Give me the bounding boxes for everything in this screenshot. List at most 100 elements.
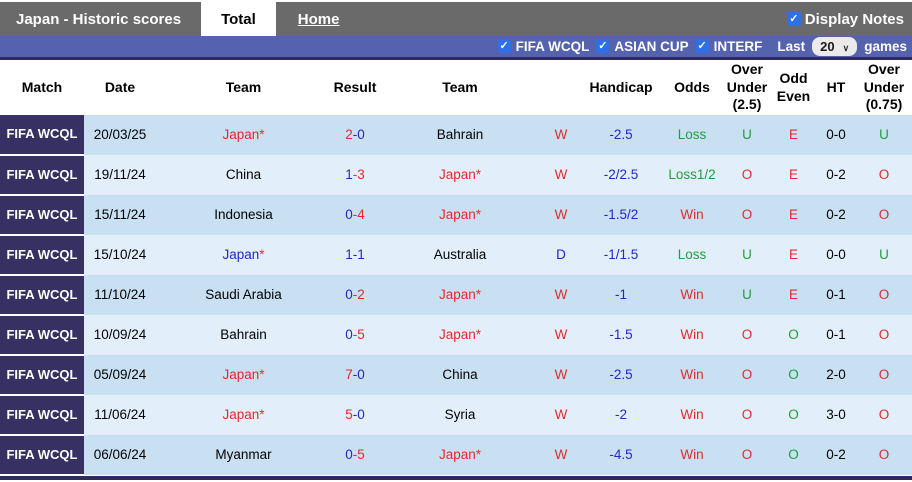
cell-handicap: -2.5	[581, 355, 661, 395]
cell-match: FIFA WCQL	[0, 435, 84, 476]
cell-oddeven: E	[771, 155, 816, 195]
cell-result: 0-2	[331, 275, 379, 315]
cell-text: O	[878, 327, 890, 343]
cell-ht: 0-0	[816, 115, 856, 155]
cell-text: -5	[352, 447, 365, 463]
interf-checkbox[interactable]	[695, 40, 709, 53]
cell-handicap: -2/2.5	[581, 155, 661, 195]
cell-text: *	[259, 247, 265, 263]
cell-wdl: W	[541, 315, 581, 355]
cell-text: 0-2	[826, 167, 846, 183]
cell-ou075: O	[856, 435, 912, 475]
cell-oddeven: O	[771, 355, 816, 395]
cell-text: 3-0	[826, 407, 846, 423]
display-notes-label: Display Notes	[804, 10, 904, 28]
cell-ou25: O	[723, 195, 771, 235]
cell-oddeven: E	[771, 275, 816, 315]
cell-text: U	[879, 247, 889, 263]
cell-text: W	[554, 447, 568, 463]
cell-handicap: -1.5	[581, 315, 661, 355]
cell-text: -2	[352, 287, 365, 303]
cell-text: Japan*	[438, 327, 482, 343]
cell-odds: Win	[661, 395, 723, 435]
cell-match: FIFA WCQL	[0, 355, 84, 396]
tab-total[interactable]: Total	[201, 2, 276, 36]
cell-text: O	[788, 367, 799, 383]
cell-result: 1-3	[331, 155, 379, 195]
cell-match: FIFA WCQL	[0, 315, 84, 356]
table-body: FIFA WCQL 20/03/25 Japan* 2-0 Bahrain W -2.5 Lo…	[0, 115, 912, 476]
cell-text: W	[554, 167, 568, 183]
fifa-wcql-checkbox[interactable]	[497, 40, 511, 53]
cell-ou25: O	[723, 315, 771, 355]
cell-date: 05/09/24	[84, 355, 156, 395]
cell-text: Win	[680, 327, 704, 343]
cell-text: O	[741, 367, 753, 383]
cell-text: O	[741, 447, 753, 463]
header-result: Result	[331, 60, 379, 115]
interf-label: INTERF	[713, 39, 763, 54]
cell-result: 2-0	[331, 115, 379, 155]
cell-text: -2.5	[609, 367, 633, 383]
cell-oddeven: O	[771, 395, 816, 435]
cell-team1: Japan*	[156, 355, 331, 395]
cell-text: U	[879, 127, 889, 143]
asian-cup-checkbox[interactable]	[596, 40, 610, 53]
cell-text: O	[878, 447, 890, 463]
cell-match: FIFA WCQL	[0, 395, 84, 436]
cell-ou25: O	[723, 435, 771, 475]
cell-text: O	[741, 207, 753, 223]
cell-text: D	[556, 247, 566, 263]
cell-ou075: O	[856, 355, 912, 395]
table-row: FIFA WCQL 20/03/25 Japan* 2-0 Bahrain W -2.5 Lo…	[0, 115, 912, 156]
cell-handicap: -2.5	[581, 115, 661, 155]
cell-text: -4	[352, 207, 365, 223]
display-notes-checkbox[interactable]	[786, 12, 801, 26]
cell-odds: Win	[661, 275, 723, 315]
cell-text: Win	[680, 287, 704, 303]
fifa-wcql-label: FIFA WCQL	[515, 39, 590, 54]
cell-text: O	[878, 167, 890, 183]
cell-ou075: O	[856, 155, 912, 195]
cell-ou075: O	[856, 195, 912, 235]
cell-text: W	[554, 287, 568, 303]
cell-wdl: D	[541, 235, 581, 275]
games-count-select[interactable]: 20	[812, 37, 858, 56]
cell-wdl: W	[541, 395, 581, 435]
cell-ou075: U	[856, 235, 912, 275]
cell-text: Syria	[444, 407, 476, 423]
cell-match: FIFA WCQL	[0, 115, 84, 156]
cell-text: Win	[680, 207, 704, 223]
cell-wdl: W	[541, 355, 581, 395]
cell-match: FIFA WCQL	[0, 155, 84, 196]
cell-odds: Loss	[661, 115, 723, 155]
tab-home[interactable]: Home	[297, 10, 340, 28]
cell-oddeven: O	[771, 435, 816, 475]
header-over-under-075: Over Under (0.75)	[856, 60, 912, 115]
cell-text: -1/1.5	[603, 247, 639, 263]
next-section-edge	[0, 476, 912, 480]
cell-ou25: O	[723, 395, 771, 435]
cell-wdl: W	[541, 435, 581, 475]
cell-text: O	[741, 407, 753, 423]
header-over-under-25: Over Under (2.5)	[723, 60, 771, 115]
title-bar: Japan - Historic scores Total Home Displ…	[0, 2, 912, 36]
cell-text: Japan*	[438, 287, 482, 303]
cell-team2: Australia	[379, 235, 541, 275]
cell-text: O	[878, 407, 890, 423]
cell-text: E	[788, 247, 798, 263]
cell-team1: Japan*	[156, 235, 331, 275]
cell-ht: 0-2	[816, 195, 856, 235]
cell-ou25: U	[723, 235, 771, 275]
cell-result: 1-1	[331, 235, 379, 275]
cell-date: 19/11/24	[84, 155, 156, 195]
cell-date: 11/06/24	[84, 395, 156, 435]
cell-text: O	[878, 287, 890, 303]
cell-result: 0-5	[331, 435, 379, 475]
cell-oddeven: O	[771, 315, 816, 355]
cell-text: 0-2	[826, 447, 846, 463]
cell-text: 5	[345, 407, 353, 423]
cell-ou25: O	[723, 155, 771, 195]
table-row: FIFA WCQL 11/06/24 Japan* 5-0 Syria W -2 Win O O 3…	[0, 395, 912, 436]
cell-match: FIFA WCQL	[0, 235, 84, 276]
